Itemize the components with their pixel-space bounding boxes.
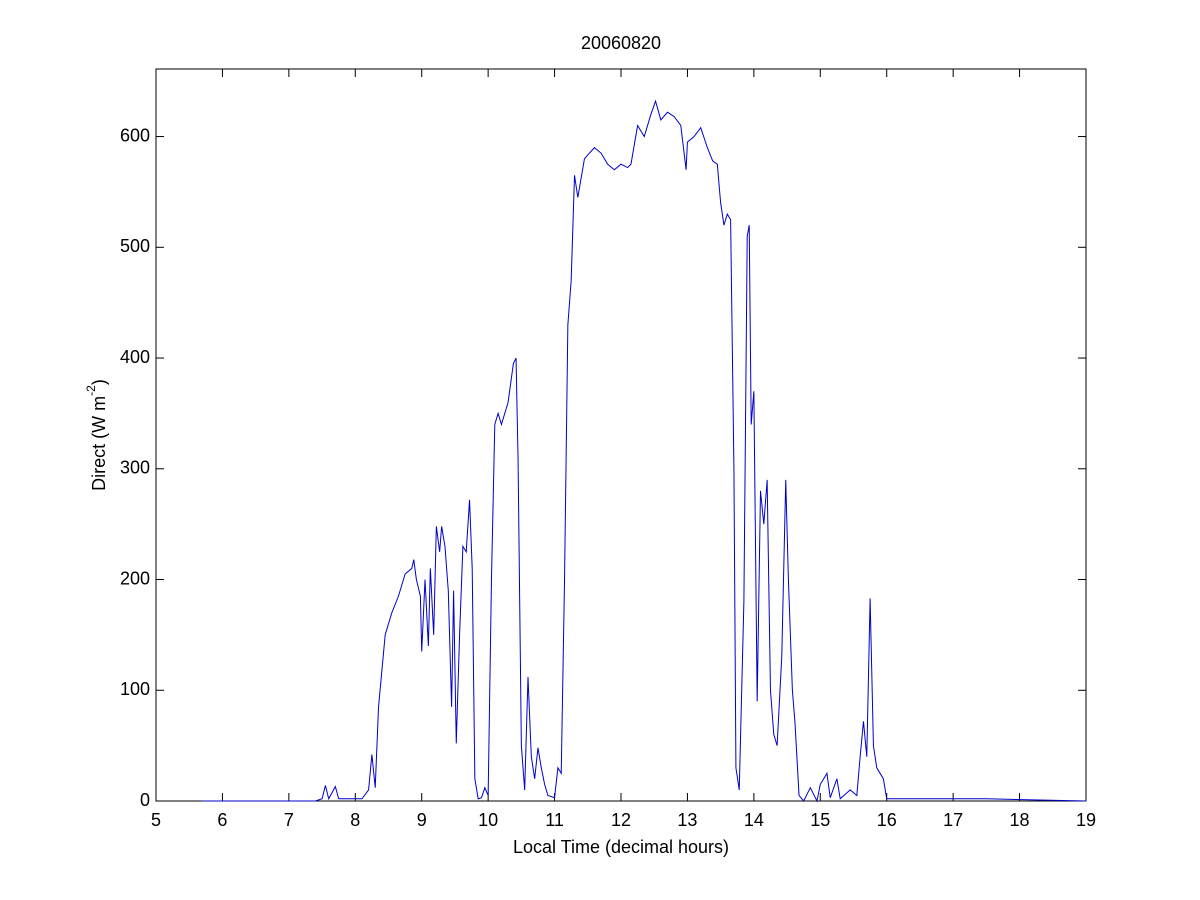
y-axis-label-text: Direct (W m [89, 396, 109, 491]
x-tick-label: 7 [284, 810, 294, 830]
x-tick-label: 5 [151, 810, 161, 830]
y-tick-label: 500 [120, 236, 150, 256]
x-tick-label: 17 [943, 810, 963, 830]
x-tick-label: 6 [217, 810, 227, 830]
y-axis-label-superscript: -2 [84, 385, 98, 396]
chart-title: 20060820 [581, 33, 661, 53]
x-tick-label: 13 [677, 810, 697, 830]
x-tick-label: 9 [417, 810, 427, 830]
x-tick-label: 12 [611, 810, 631, 830]
y-tick-label: 200 [120, 568, 150, 588]
y-tick-label: 300 [120, 458, 150, 478]
y-tick-label: 0 [140, 790, 150, 810]
x-tick-label: 19 [1076, 810, 1096, 830]
plot-frame [155, 68, 1087, 802]
x-tick-label: 14 [744, 810, 764, 830]
x-axis-label: Local Time (decimal hours) [513, 837, 729, 857]
y-axis-label-text: ) [89, 379, 109, 385]
x-tick-label: 16 [877, 810, 897, 830]
y-axis-label: Direct (W m-2) [84, 379, 109, 491]
x-tick-label: 11 [545, 810, 564, 830]
x-tick-label: 15 [810, 810, 830, 830]
y-tick-label: 400 [120, 347, 150, 367]
y-tick-label: 600 [120, 125, 150, 145]
x-tick-label: 10 [478, 810, 498, 830]
data-line [202, 99, 1087, 803]
x-tick-label: 8 [350, 810, 360, 830]
x-tick-label: 18 [1010, 810, 1030, 830]
y-tick-label: 100 [120, 679, 150, 699]
